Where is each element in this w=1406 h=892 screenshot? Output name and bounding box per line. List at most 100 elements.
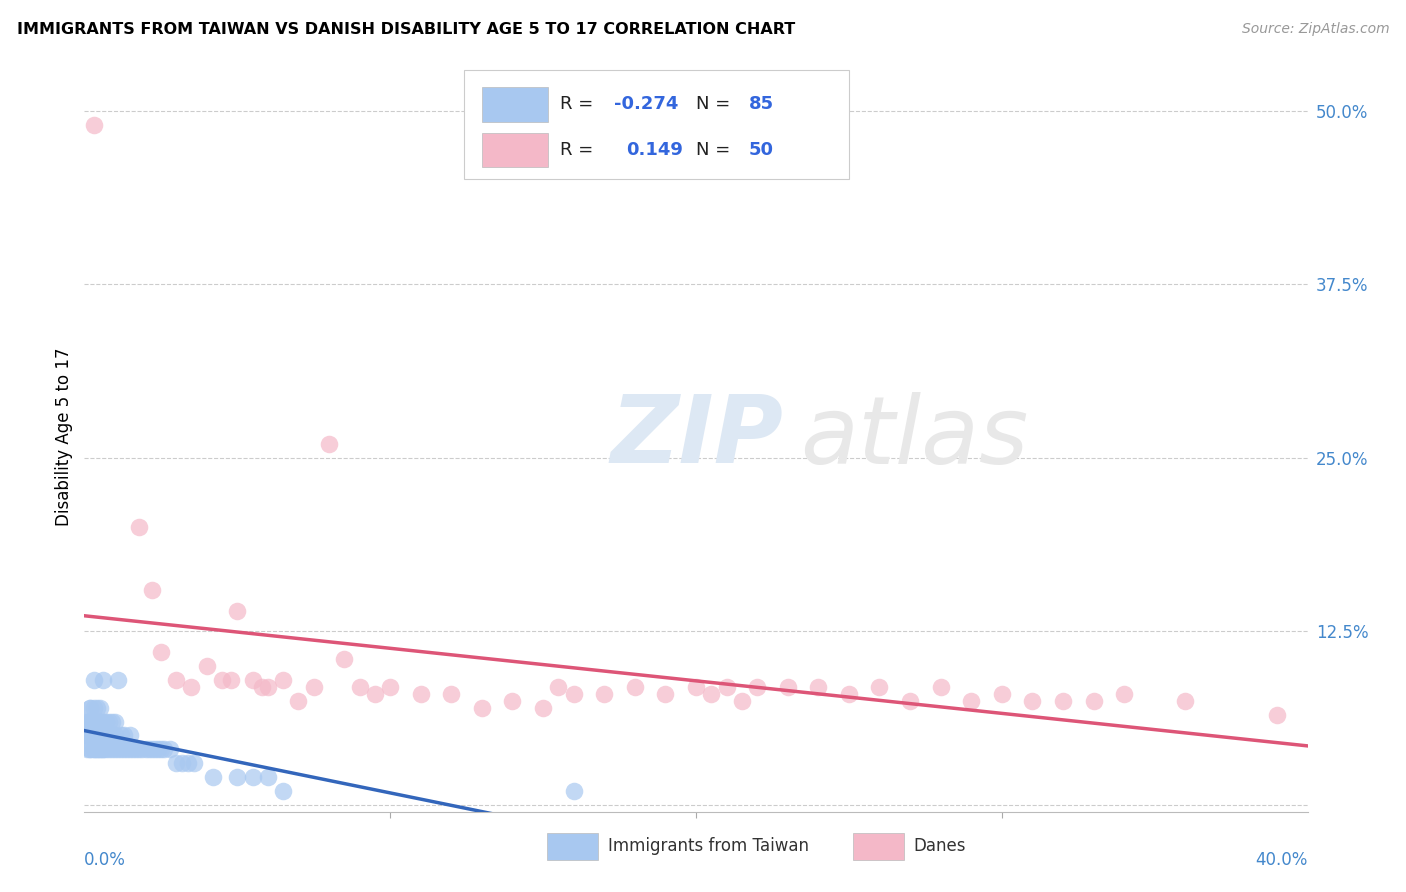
Point [242,770,264,784]
Point [91,742,114,756]
Point [110,742,132,756]
Point [128,742,150,756]
Point [593,687,616,701]
Point [547,680,569,694]
Point [89,700,111,714]
Text: Source: ZipAtlas.com: Source: ZipAtlas.com [1241,22,1389,37]
FancyBboxPatch shape [547,833,598,860]
Point [97,714,120,729]
Point [149,742,172,756]
Point [869,680,891,694]
Point [502,694,524,708]
Point [700,687,723,701]
Point [380,680,402,694]
Point [79,742,101,756]
Text: N =: N = [696,95,730,113]
Point [716,680,738,694]
Point [91,728,114,742]
Point [318,437,340,451]
Point [94,714,117,729]
Point [86,728,108,742]
Point [531,700,554,714]
Point [86,714,108,729]
Point [211,673,233,687]
Point [562,784,585,798]
Point [79,714,101,729]
Point [76,714,98,729]
Point [94,728,117,742]
Point [165,673,187,687]
Point [79,700,101,714]
Point [89,728,111,742]
Point [257,680,280,694]
Point [120,728,142,742]
Point [104,728,127,742]
Point [79,714,101,729]
Point [101,714,124,729]
Point [107,673,129,687]
Text: ZIP: ZIP [610,391,783,483]
Point [409,687,432,701]
Point [172,756,194,771]
FancyBboxPatch shape [852,833,904,860]
Text: 85: 85 [748,95,773,113]
Point [153,742,176,756]
Text: Immigrants from Taiwan: Immigrants from Taiwan [607,838,808,855]
Point [91,728,114,742]
Point [195,659,218,673]
Point [131,742,153,756]
Point [91,714,114,729]
Point [86,742,108,756]
Point [91,673,114,687]
Point [76,728,98,742]
Point [201,770,224,784]
Point [141,582,163,597]
Point [101,728,124,742]
Point [440,687,463,701]
Point [271,673,294,687]
Point [149,645,172,659]
Point [125,742,148,756]
Text: atlas: atlas [800,392,1028,483]
Point [86,728,108,742]
Point [104,742,127,756]
Point [83,728,105,742]
Point [79,728,101,742]
Point [101,742,124,756]
Point [122,742,145,756]
Point [89,742,111,756]
Point [1174,694,1197,708]
Text: R =: R = [560,95,593,113]
Point [654,687,676,701]
Text: 40.0%: 40.0% [1256,851,1308,869]
Point [83,714,105,729]
Point [562,687,585,701]
Point [110,728,132,742]
Text: 0.0%: 0.0% [84,851,127,869]
Point [79,742,101,756]
Text: N =: N = [696,141,730,159]
Point [838,687,860,701]
Point [685,680,707,694]
Point [83,673,105,687]
Point [112,742,135,756]
Point [79,700,101,714]
Point [89,742,111,756]
Point [1265,707,1288,722]
Point [898,694,921,708]
Point [333,652,356,666]
Text: IMMIGRANTS FROM TAIWAN VS DANISH DISABILITY AGE 5 TO 17 CORRELATION CHART: IMMIGRANTS FROM TAIWAN VS DANISH DISABIL… [17,22,796,37]
Point [183,756,205,771]
Point [83,714,105,729]
Point [83,700,105,714]
Point [115,742,138,756]
Point [83,118,105,132]
Point [226,603,249,617]
Point [471,700,494,714]
Point [242,673,264,687]
Point [94,742,117,756]
Point [89,714,111,729]
Point [86,742,108,756]
Point [219,673,242,687]
Point [177,756,200,771]
